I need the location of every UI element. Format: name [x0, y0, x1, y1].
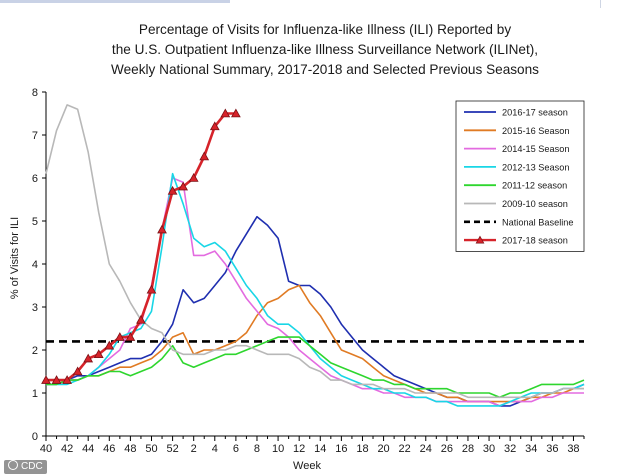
series-point-2017-18-season	[125, 332, 136, 341]
legend-label-national-baseline: National Baseline	[502, 217, 574, 227]
legend-label-2014-15-season: 2014-15 Season	[502, 144, 569, 154]
y-tick-label: 6	[32, 173, 38, 185]
series-point-2017-18-season	[188, 172, 199, 182]
series-point-2017-18-season	[93, 349, 104, 359]
x-tick-label: 44	[82, 443, 94, 455]
series-point-2017-18-season	[199, 151, 210, 161]
legend-label-2016-17-season: 2016-17 season	[502, 108, 568, 118]
legend-label-2011-12-season: 2011-12 season	[502, 181, 567, 191]
x-tick-label: 10	[272, 443, 284, 455]
x-tick-label: 38	[567, 443, 579, 455]
top-strip	[0, 0, 634, 8]
series-line-2009-10-season	[45, 104, 584, 399]
series-point-2017-18-season	[114, 332, 125, 341]
chart-title-line-1: Percentage of Visits for Influenza-like …	[138, 22, 512, 37]
x-tick-label: 22	[399, 443, 411, 455]
y-tick-label: 4	[32, 259, 38, 271]
legend-marker-2017-18-season	[475, 235, 485, 244]
y-axis-label: % of Visits for ILI	[9, 217, 21, 299]
x-tick-label: 18	[356, 443, 368, 455]
top-link-remnant	[0, 0, 230, 3]
series-point-2017-18-season	[209, 121, 220, 131]
series-point-2017-18-season	[62, 375, 72, 384]
series-point-2017-18-season	[104, 340, 115, 350]
x-axis-label: Week	[293, 460, 321, 472]
y-tick-label: 3	[32, 302, 38, 314]
series-layer	[41, 104, 585, 407]
series-line-2011-12-season	[46, 336, 585, 399]
series-point-2017-18-season	[51, 375, 62, 384]
x-tick-label: 6	[233, 443, 239, 455]
x-tick-label: 40	[40, 443, 52, 455]
y-tick-label: 1	[32, 388, 38, 400]
chart-title: Percentage of Visits for Influenza-like …	[40, 20, 610, 80]
y-tick-label: 2	[32, 345, 38, 357]
credit-label: CDC	[21, 461, 43, 472]
x-tick-label: 2	[191, 443, 197, 455]
x-tick-label: 32	[504, 443, 516, 455]
x-tick-label: 24	[420, 443, 432, 455]
legend-label-2015-16-season: 2015-16 Season	[502, 126, 569, 136]
x-tick-label: 4	[212, 443, 218, 455]
legend-label-2012-13-season: 2012-13 Season	[502, 162, 569, 172]
x-tick-label: 50	[145, 443, 157, 455]
legend: 2016-17 season 2015-16 Season 2014-15 Seas…	[455, 100, 585, 252]
legend-label-2009-10-season: 2009-10 season	[502, 199, 568, 209]
x-tick-label: 42	[61, 443, 73, 455]
y-tick-label: 7	[32, 130, 38, 142]
series-point-2017-18-season	[146, 284, 157, 294]
x-tick-label: 26	[441, 443, 453, 455]
x-tick-label: 28	[462, 443, 474, 455]
x-tick-label: 46	[103, 443, 115, 455]
x-tick-label: 14	[314, 443, 326, 455]
series-point-2017-18-season	[83, 353, 94, 363]
x-tick-label: 48	[124, 443, 136, 455]
series-point-2017-18-season	[41, 375, 51, 384]
x-tick-label: 34	[525, 443, 537, 455]
x-tick-label: 12	[293, 443, 305, 455]
chart-title-line-2: the U.S. Outpatient Influenza-like Illne…	[111, 42, 539, 57]
x-tick-label: 30	[483, 443, 495, 455]
y-tick-label: 8	[32, 87, 38, 99]
series-line-2015-16-season	[46, 284, 584, 403]
image-credit: CDC	[4, 460, 47, 474]
series-point-2017-18-season	[136, 314, 146, 324]
series-point-2017-18-season	[157, 224, 167, 234]
series-point-2017-18-season	[167, 185, 178, 195]
x-tick-label: 16	[335, 443, 347, 455]
x-tick-label: 20	[377, 443, 389, 455]
y-tick-label: 5	[32, 216, 38, 228]
legend-label-2017-18-season: 2017-18 season	[502, 236, 568, 246]
top-divider	[600, 0, 601, 8]
series-point-2017-18-season	[178, 181, 189, 191]
y-tick-label: 0	[32, 431, 38, 443]
x-tick-label: 36	[546, 443, 558, 455]
creative-commons-icon	[8, 460, 18, 470]
series-point-2017-18-season	[220, 108, 231, 118]
x-tick-label: 52	[166, 443, 178, 455]
legend-box	[455, 100, 585, 252]
series-point-2017-18-season	[231, 108, 241, 118]
chart-title-line-3: Weekly National Summary, 2017-2018 and S…	[111, 62, 539, 77]
x-tick-label: 8	[254, 443, 260, 455]
series-point-2017-18-season	[72, 366, 83, 376]
